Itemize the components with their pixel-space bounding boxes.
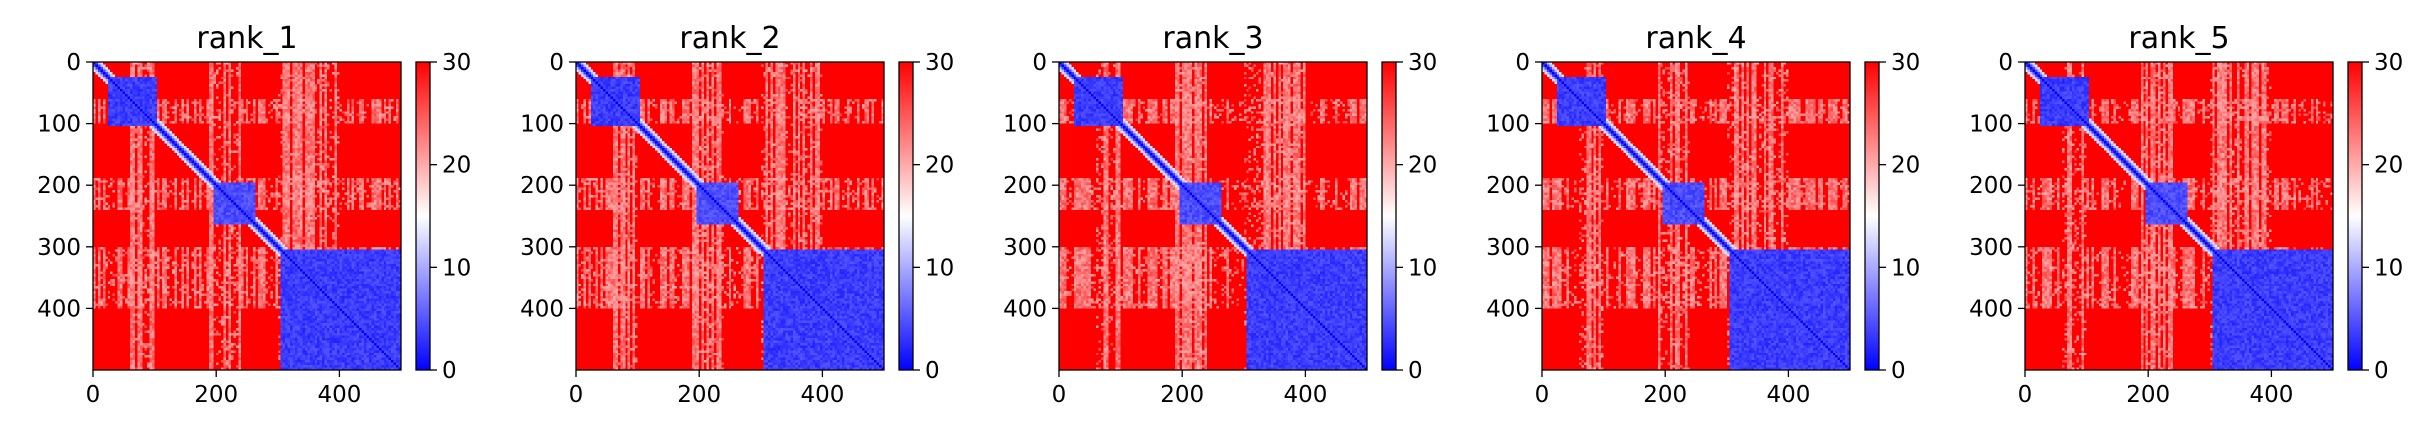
x-tick-label: 200: [2126, 382, 2170, 408]
y-tick-label: 0: [1032, 50, 1047, 76]
x-tick-label: 200: [677, 382, 721, 408]
x-tick-label: 400: [2249, 382, 2293, 408]
colorbar-tick-label: 0: [2374, 358, 2389, 384]
y-tick-label: 400: [1003, 296, 1047, 322]
colorbar-tick-label: 30: [925, 50, 954, 76]
y-tick-label: 400: [520, 296, 564, 322]
heatmap-image: [2025, 62, 2333, 370]
x-tick-label: 400: [1766, 382, 1810, 408]
colorbar-tick-label: 0: [442, 358, 457, 384]
y-tick-label: 300: [1969, 235, 2013, 261]
panel-title: rank_5: [2128, 21, 2229, 56]
heatmap-panel-3: rank_3 0 100 200 300 400 0 200 400 0 10 20 30: [1003, 21, 1437, 408]
colorbar-tick-label: 10: [442, 255, 471, 281]
heatmap-image: [93, 62, 401, 370]
colorbar-tick-label: 30: [2374, 50, 2403, 76]
y-tick-label: 400: [1486, 296, 1530, 322]
x-tick-label: 400: [800, 382, 844, 408]
heatmap-image: [1542, 62, 1850, 370]
x-tick-label: 0: [86, 382, 101, 408]
y-tick-label: 200: [37, 173, 81, 199]
y-tick-label: 100: [520, 112, 564, 138]
x-tick-label: 400: [1283, 382, 1327, 408]
colorbar-tick-label: 10: [1891, 255, 1920, 281]
colorbar-tick-label: 10: [925, 255, 954, 281]
y-tick-label: 200: [1486, 173, 1530, 199]
y-tick-label: 200: [1969, 173, 2013, 199]
colorbar: [1381, 61, 1397, 371]
y-tick-label: 0: [1515, 50, 1530, 76]
plot-frame: [1541, 61, 1851, 371]
heatmap-panel-1: rank_1 0 100 200 300 400 0 200 400 0 10 20 30: [37, 21, 471, 408]
y-tick-label: 300: [37, 235, 81, 261]
plot-frame: [1058, 61, 1368, 371]
heatmap-panel-4: rank_4 0 100 200 300 400 0 200 400 0 10 20 30: [1486, 21, 1920, 408]
y-tick-label: 300: [1003, 235, 1047, 261]
y-tick-label: 0: [549, 50, 564, 76]
y-tick-label: 100: [1969, 112, 2013, 138]
x-tick-label: 0: [569, 382, 584, 408]
y-tick-label: 300: [520, 235, 564, 261]
colorbar-tick-label: 20: [925, 153, 954, 179]
colorbar: [1864, 61, 1880, 371]
y-tick-label: 300: [1486, 235, 1530, 261]
y-tick-label: 100: [37, 112, 81, 138]
y-tick-label: 400: [37, 296, 81, 322]
colorbar-tick-label: 0: [925, 358, 940, 384]
colorbar-tick-label: 0: [1891, 358, 1906, 384]
x-tick-label: 400: [317, 382, 361, 408]
heatmap-panel-5: rank_5 0 100 200 300 400 0 200 400 0 10 20 30: [1969, 21, 2403, 408]
colorbar-tick-label: 20: [1408, 153, 1437, 179]
panel-title: rank_4: [1645, 21, 1746, 56]
colorbar: [898, 61, 914, 371]
colorbar: [2347, 61, 2363, 371]
colorbar-tick-label: 0: [1408, 358, 1423, 384]
heatmap-image: [576, 62, 884, 370]
colorbar: [415, 61, 431, 371]
plot-frame: [2024, 61, 2334, 371]
colorbar-tick-label: 30: [1408, 50, 1437, 76]
y-tick-label: 200: [520, 173, 564, 199]
plot-frame: [92, 61, 402, 371]
x-tick-label: 0: [1535, 382, 1550, 408]
x-tick-label: 200: [1643, 382, 1687, 408]
colorbar-tick-label: 30: [1891, 50, 1920, 76]
panel-title: rank_1: [196, 21, 297, 56]
colorbar-tick-label: 30: [442, 50, 471, 76]
colorbar-tick-label: 20: [1891, 153, 1920, 179]
y-tick-label: 400: [1969, 296, 2013, 322]
x-tick-label: 0: [1052, 382, 1067, 408]
panel-title: rank_2: [679, 21, 780, 56]
colorbar-tick-label: 20: [442, 153, 471, 179]
y-tick-label: 0: [66, 50, 81, 76]
x-tick-label: 0: [2018, 382, 2033, 408]
panel-title: rank_3: [1162, 21, 1263, 56]
y-tick-label: 0: [1998, 50, 2013, 76]
heatmap-image: [1059, 62, 1367, 370]
colorbar-tick-label: 10: [1408, 255, 1437, 281]
plot-frame: [575, 61, 885, 371]
heatmap-panel-2: rank_2 0 100 200 300 400 0 200 400 0 10 20 30: [520, 21, 954, 408]
x-tick-label: 200: [1160, 382, 1204, 408]
colorbar-tick-label: 10: [2374, 255, 2403, 281]
y-tick-label: 100: [1486, 112, 1530, 138]
y-tick-label: 200: [1003, 173, 1047, 199]
colorbar-tick-label: 20: [2374, 153, 2403, 179]
y-tick-label: 100: [1003, 112, 1047, 138]
x-tick-label: 200: [194, 382, 238, 408]
